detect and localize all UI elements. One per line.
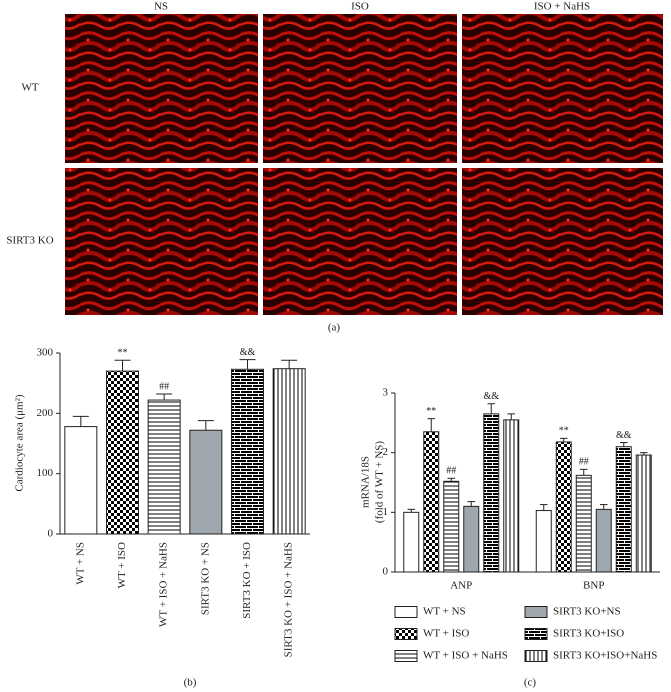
bar: [443, 480, 460, 573]
bar: [635, 454, 652, 573]
legend-swatch: [524, 628, 548, 640]
bar: [147, 399, 181, 535]
legend-swatch: [524, 606, 548, 618]
x-tick-label: BNP: [583, 580, 604, 592]
legend-label: WT + ISO: [423, 628, 469, 640]
x-tick-label: SIRT3 KO + NS: [199, 542, 211, 615]
panel-label: (b): [184, 677, 197, 689]
panel-label: (c): [524, 677, 537, 689]
bar: [535, 510, 552, 573]
x-tick-label: WT + ISO + NaHS: [158, 542, 170, 627]
significance-label: &&: [483, 391, 499, 402]
y-axis-label: mRNA/18S: [360, 456, 372, 508]
legend-swatch: [394, 628, 418, 640]
significance-label: ##: [159, 381, 169, 392]
y-tick-label: 3: [383, 387, 389, 399]
micrograph: [263, 168, 457, 315]
bar: [231, 368, 264, 535]
legend-swatch: [524, 650, 548, 662]
legend-swatch: [394, 650, 418, 662]
column-label: ISO + NaHS: [534, 1, 590, 13]
y-axis-label: (fold of WT + NS): [374, 441, 386, 524]
micrograph: [462, 168, 663, 315]
significance-label: &&: [240, 347, 256, 358]
bar: [595, 508, 612, 573]
panel-label: (a): [328, 322, 341, 334]
y-tick-label: 0: [48, 528, 54, 540]
significance-label: **: [118, 348, 128, 359]
bar: [555, 441, 572, 573]
legend-swatch: [394, 606, 418, 618]
bar: [189, 429, 223, 535]
bar: [403, 511, 420, 573]
legend-label: SIRT3 KO+NS: [553, 606, 621, 618]
legend-label: WT + NS: [423, 606, 466, 618]
x-tick-label: WT + ISO: [116, 542, 128, 588]
bar: [615, 446, 632, 573]
x-tick-label: SIRT3 KO + ISO + NaHS: [283, 542, 295, 657]
row-label: SIRT3 KO: [6, 235, 53, 247]
bar: [463, 505, 480, 573]
y-tick-label: 300: [37, 347, 54, 359]
row-label: WT: [21, 82, 38, 94]
bar: [503, 419, 520, 573]
significance-label: **: [559, 426, 569, 437]
micrograph-grid: [65, 14, 663, 315]
micrograph: [65, 168, 258, 315]
y-tick-label: 200: [37, 407, 54, 419]
legend-label: SIRT3 KO+ISO+NaHS: [553, 650, 657, 662]
y-tick-label: 1: [383, 506, 389, 518]
y-tick-label: 0: [383, 566, 389, 578]
column-label: NS: [154, 1, 168, 13]
bar: [483, 413, 500, 573]
x-tick-label: ANP: [450, 580, 472, 592]
bar: [575, 474, 592, 573]
y-tick-label: 100: [37, 467, 54, 479]
significance-label: **: [426, 406, 436, 417]
column-label: ISO: [351, 1, 369, 13]
bar: [106, 370, 139, 535]
significance-label: &&: [616, 430, 632, 441]
y-tick-label: 2: [383, 446, 389, 458]
legend-label: WT + ISO + NaHS: [423, 650, 508, 662]
bar: [423, 431, 440, 573]
significance-label: ##: [579, 457, 589, 468]
bar: [272, 368, 306, 535]
micrograph: [263, 14, 457, 163]
micrograph: [462, 14, 663, 163]
x-tick-label: SIRT3 KO + ISO: [241, 542, 253, 619]
x-tick-label: WT + NS: [74, 542, 86, 585]
significance-label: ##: [446, 466, 456, 477]
bar: [64, 426, 98, 535]
legend-label: SIRT3 KO+ISO: [553, 628, 624, 640]
y-axis-label: Cardiocyte area (μm²): [14, 394, 26, 491]
micrograph: [65, 14, 258, 163]
